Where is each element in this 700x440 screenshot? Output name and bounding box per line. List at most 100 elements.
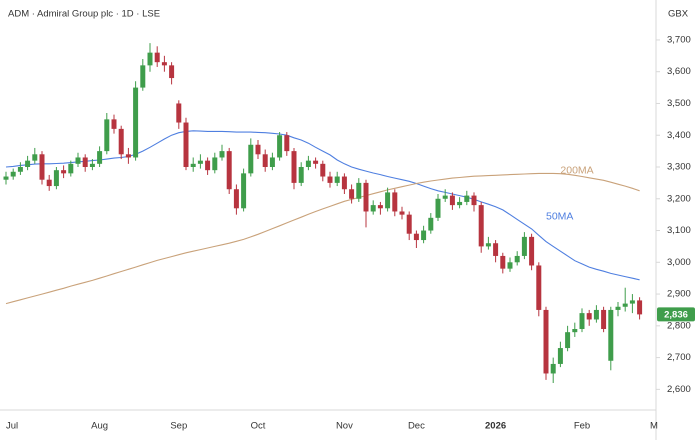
- candle-body: [298, 167, 304, 183]
- candle-body: [557, 348, 563, 364]
- currency-label: GBX: [668, 9, 689, 20]
- candle-body: [68, 163, 74, 174]
- candle-body: [125, 154, 131, 158]
- candle-body: [341, 176, 347, 190]
- candle-body: [485, 243, 491, 247]
- y-tick-label: 3,200: [667, 193, 691, 204]
- candle-body: [327, 176, 333, 183]
- y-tick-label: 3,400: [667, 130, 691, 141]
- candle-body: [608, 309, 614, 361]
- candle-body: [521, 236, 527, 256]
- candle-body: [262, 154, 268, 167]
- candle-body: [514, 255, 520, 263]
- candle-body: [284, 135, 290, 152]
- candle-body: [3, 176, 9, 180]
- candle-body: [53, 170, 59, 187]
- x-tick-label: Feb: [574, 421, 590, 432]
- candle-body: [356, 182, 362, 199]
- candle-body: [277, 135, 283, 158]
- candle-body: [536, 265, 542, 310]
- candle-body: [565, 332, 571, 349]
- candle-body: [17, 167, 23, 172]
- candle-body: [305, 160, 311, 167]
- candle-body: [593, 309, 599, 320]
- candle-body: [586, 313, 592, 320]
- candle-body: [176, 103, 182, 123]
- candle-body: [629, 300, 635, 304]
- ma-line: [5, 172, 640, 305]
- candle-body: [140, 65, 146, 88]
- candle-body: [457, 201, 463, 206]
- candle-body: [363, 182, 369, 212]
- candle-body: [25, 160, 31, 167]
- y-tick-label: 3,100: [667, 225, 691, 236]
- candle-body: [449, 195, 455, 206]
- y-tick-label: 3,700: [667, 34, 691, 45]
- candle-body: [392, 192, 398, 212]
- candle-body: [428, 217, 434, 231]
- candle-body: [147, 52, 153, 66]
- candle-body: [241, 173, 247, 209]
- y-tick-label: 3,000: [667, 257, 691, 268]
- candle-body: [421, 230, 427, 241]
- candle-body: [248, 144, 254, 174]
- candle-body: [61, 170, 67, 174]
- candle-body: [500, 255, 506, 269]
- candle-body: [579, 313, 585, 329]
- y-tick-label: 2,700: [667, 352, 691, 363]
- candle-body: [89, 163, 95, 167]
- candle-body: [637, 300, 643, 315]
- candle-body: [377, 205, 383, 209]
- candle-body: [478, 205, 484, 247]
- candle-body: [205, 160, 211, 171]
- candle-body: [622, 303, 628, 307]
- x-tick-label: Jul: [6, 421, 18, 432]
- candle-body: [10, 171, 16, 177]
- x-tick-label: Dec: [408, 421, 425, 432]
- last-price-label: 2,836: [664, 309, 688, 320]
- candle-body: [39, 154, 45, 180]
- candle-body: [255, 144, 261, 155]
- ma-label: 50MA: [546, 210, 573, 222]
- candle-body: [435, 198, 441, 218]
- candle-body: [550, 363, 556, 374]
- y-tick-label: 2,900: [667, 289, 691, 300]
- candle-body: [385, 192, 391, 209]
- candle-body: [233, 189, 239, 209]
- chart-title: ADM · Admiral Group plc · 1D · LSE: [8, 9, 160, 20]
- candle-body: [169, 65, 175, 79]
- x-tick-label: M: [650, 421, 658, 432]
- last-price-tag: [657, 307, 695, 322]
- candle-body: [197, 160, 203, 164]
- candle-body: [313, 160, 319, 164]
- candle-body: [291, 151, 297, 183]
- candle-body: [464, 195, 470, 202]
- candle-body: [615, 306, 621, 310]
- x-tick-label: Oct: [251, 421, 266, 432]
- y-tick-label: 3,300: [667, 162, 691, 173]
- candle-body: [219, 151, 225, 158]
- candle-body: [406, 214, 412, 234]
- candle-body: [349, 189, 355, 199]
- candle-body: [572, 329, 578, 333]
- candle-body: [118, 128, 124, 155]
- candle-body: [161, 62, 167, 66]
- candle-body: [111, 119, 117, 129]
- candle-body: [529, 236, 535, 266]
- ma-label: 200MA: [560, 164, 593, 176]
- candle-body: [46, 179, 52, 187]
- candle-body: [399, 211, 405, 215]
- candle-body: [183, 122, 189, 167]
- candle-body: [413, 233, 419, 241]
- candle-body: [543, 309, 549, 374]
- candle-body: [212, 157, 218, 171]
- candle-body: [97, 151, 103, 164]
- y-tick-label: 2,800: [667, 320, 691, 331]
- candle-body: [320, 163, 326, 177]
- candle-body: [471, 195, 477, 206]
- y-tick-label: 2,600: [667, 384, 691, 395]
- candle-body: [82, 157, 88, 167]
- candle-body: [507, 262, 513, 269]
- candle-body: [226, 151, 232, 190]
